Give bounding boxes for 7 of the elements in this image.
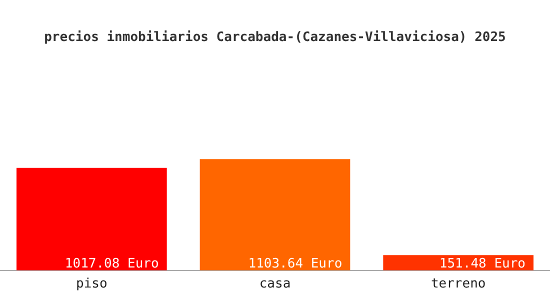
x-tick-label: terreno <box>430 276 486 292</box>
x-tick-label: casa <box>259 276 291 292</box>
x-tick-label: piso <box>76 276 108 292</box>
data-label: 1103.64 Euro <box>248 256 342 272</box>
data-label: 1017.08 Euro <box>64 256 159 272</box>
data-label: 151.48 Euro <box>439 256 526 272</box>
chart-title: precios inmobiliarios Carcabada-(Cazanes-Villaviciosa) 2025 <box>44 30 506 46</box>
